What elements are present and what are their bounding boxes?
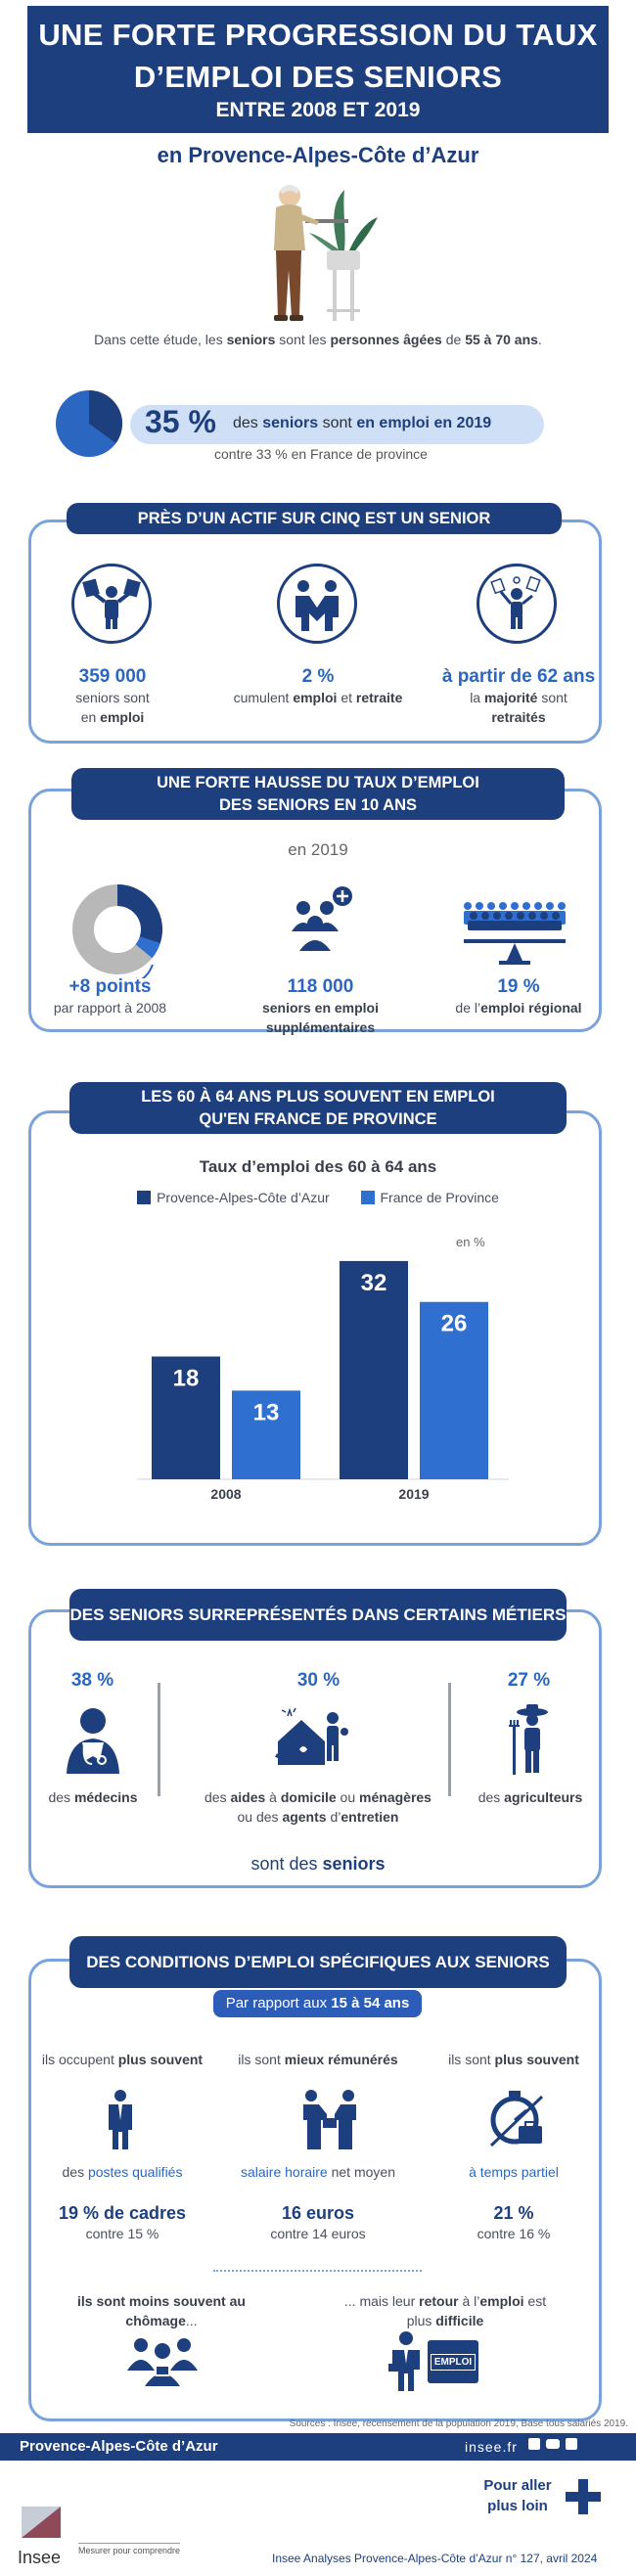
stopwatch-briefcase-icon [489, 2091, 544, 2147]
insee-logo [22, 2507, 61, 2538]
insee-site-link[interactable]: insee.fr [465, 2439, 518, 2455]
stat-cumul-emploi-retraite: 2 % cumulent emploi et retraite [233, 666, 403, 705]
cond-header-parttime: ils sont plus souvent [448, 2052, 579, 2067]
chart-unit: en % [456, 1235, 485, 1249]
stat-agriculteurs-label: des agriculteurs [477, 1789, 583, 1805]
legend-label-province: France de Province [380, 1190, 499, 1205]
title-line-3: ENTRE 2008 ET 2019 [215, 99, 421, 121]
bar-2019-1 [420, 1301, 488, 1479]
payment-exchange-icon [303, 2090, 356, 2149]
section-chart-title: LES 60 À 64 ANS PLUS SOUVENT EN EMPLOI QU… [69, 1082, 567, 1134]
region-subtitle: en Provence-Alpes-Côte d’Azur [157, 143, 479, 167]
legend-swatch-province [360, 1191, 375, 1204]
insee-tagline: Mesurer pour comprendre [78, 2543, 181, 2555]
return-employment-text: ... mais leur retour à l’emploi est plus … [343, 2293, 547, 2328]
stat-retirement-age: à partir de 62 ans la majorité sont retra… [441, 666, 596, 725]
bar-label-2008-0: 18 [173, 1366, 200, 1392]
farmer-icon [509, 1704, 548, 1775]
cond-header-paid: ils sont mieux rémunérés [238, 2052, 398, 2067]
bar-label-2008-1: 13 [253, 1399, 280, 1425]
cond-value-cadres: 19 % de cadres contre 15 % [58, 2203, 187, 2241]
x-tick-2019: 2019 [398, 1486, 429, 1502]
senior-illustration [274, 185, 378, 321]
doctor-icon [67, 1708, 119, 1774]
section-actifs-title: PRÈS D’UN ACTIF SUR CINQ EST UN SENIOR [67, 503, 562, 534]
title-line-1: UNE FORTE PROGRESSION DU TAUX [38, 18, 598, 52]
stat-aides-label: des aides à domicile ou ménagères ou des … [204, 1789, 432, 1825]
cond-value-parttime: 21 % contre 16 % [477, 2203, 551, 2241]
legend-label-paca: Provence-Alpes-Côte d’Azur [157, 1190, 330, 1205]
handshake-icon [277, 564, 357, 644]
cond-header-qualified: ils occupent plus souvent [41, 2052, 204, 2067]
stat-plus-points: +8 points par rapport à 2008 [53, 976, 167, 1016]
scale-people-icon [464, 902, 566, 965]
divider-right [448, 1683, 451, 1796]
linkedin-icon[interactable] [566, 2438, 577, 2450]
year-label: en 2019 [288, 840, 348, 859]
unemployed-people-icon [127, 2338, 198, 2386]
more-info-link[interactable]: Pour aller plus loin [479, 2475, 607, 2524]
unemployment-text: ils sont moins souvent au chômage... [77, 2293, 246, 2328]
legend-swatch-paca [137, 1191, 152, 1204]
bar-label-2019-0: 32 [361, 1270, 387, 1296]
home-help-icon [275, 1707, 348, 1765]
bar-2019-0 [340, 1260, 408, 1479]
dotted-separator [213, 2270, 422, 2272]
metiers-footer: sont des seniors [250, 1854, 386, 1874]
divider-left [158, 1683, 160, 1796]
cond-label-salary: salaire horaire net moyen [241, 2164, 395, 2180]
employment-pie [56, 390, 123, 457]
twitter-icon[interactable] [528, 2438, 540, 2450]
bar-2008-1 [232, 1390, 300, 1479]
comparison-pill: Par rapport aux 15 à 54 ans [213, 1990, 422, 2017]
retired-person-icon [477, 564, 557, 644]
worker-documents-icon [71, 564, 152, 644]
headline-percent: 35 % [145, 404, 216, 439]
bar-2008-0 [152, 1356, 220, 1479]
plus-icon [566, 2479, 601, 2514]
chart-legend: Provence-Alpes-Côte d’Azur France de Pro… [0, 1190, 636, 1205]
job-document-icon: EMPLOI [428, 2340, 478, 2383]
businessman-icon [109, 2090, 132, 2149]
title-line-2: D’EMPLOI DES SENIORS [133, 60, 503, 94]
stat-aides-value: 30 % [296, 1670, 341, 1691]
people-group-add-icon [292, 886, 352, 951]
intro-text: Dans cette étude, les seniors sont les p… [94, 332, 542, 347]
bar-label-2019-1: 26 [441, 1311, 468, 1337]
x-tick-2008: 2008 [210, 1486, 241, 1502]
stat-seniors-employed: 359 000 seniors sont en emploi [75, 666, 150, 725]
stat-medecins-value: 38 % [70, 1670, 114, 1691]
insee-brand: Insee [18, 2548, 62, 2567]
sources-note: Sources : Insee, recensement de la popul… [289, 2418, 628, 2429]
cond-value-euros: 16 euros contre 14 euros [270, 2203, 366, 2241]
footer-bar: Provence-Alpes-Côte d’Azur insee.fr [0, 2433, 636, 2461]
footer-region: Provence-Alpes-Côte d’Azur [20, 2438, 218, 2455]
job-badge-label: EMPLOI [430, 2353, 477, 2371]
donut-chart [72, 884, 162, 978]
stat-additional-seniors: 118 000 seniors en emploi supplémentaires [261, 976, 380, 1035]
cond-label-qualified: des postes qualifiés [62, 2164, 183, 2180]
header-banner: UNE FORTE PROGRESSION DU TAUX D’EMPLOI D… [27, 6, 609, 133]
stat-medecins-label: des médecins [48, 1789, 138, 1805]
headline-subtext: contre 33 % en France de province [214, 446, 428, 462]
stat-agriculteurs-value: 27 % [507, 1670, 551, 1691]
cond-label-parttime: à temps partiel [469, 2164, 559, 2180]
stat-regional-employment: 19 % de l’emploi régional [455, 976, 582, 1016]
publication-reference: Insee Analyses Provence-Alpes-Côte d’Azu… [272, 2552, 598, 2565]
section-conditions-panel [28, 1959, 602, 2421]
headline-text: des seniors sont en emploi en 2019 [233, 415, 492, 431]
youtube-icon[interactable] [546, 2439, 560, 2449]
bar-chart: 18 13 2008 32 26 2019 [137, 1260, 509, 1502]
headline-pill [130, 405, 544, 444]
chart-title: Taux d’emploi des 60 à 64 ans [199, 1157, 437, 1176]
section-metiers-title: DES SENIORS SURREPRÉSENTÉS DANS CERTAINS… [69, 1589, 567, 1641]
section-hausse-title: UNE FORTE HAUSSE DU TAUX D’EMPLOI DES SEN… [71, 768, 565, 820]
section-conditions-title: DES CONDITIONS D’EMPLOI SPÉCIFIQUES AUX … [69, 1936, 567, 1988]
job-seeker-icon [388, 2331, 420, 2391]
